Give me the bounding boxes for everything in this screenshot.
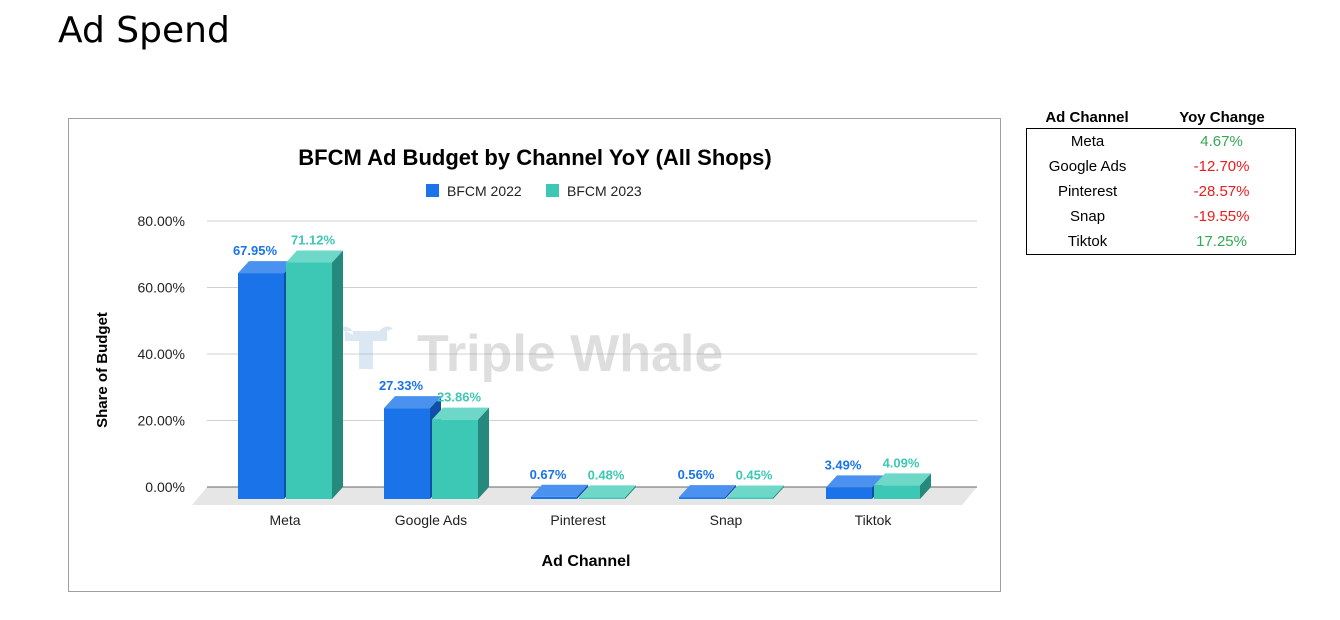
- data-label: 27.33%: [379, 378, 424, 393]
- bar-top: [727, 485, 784, 498]
- bar-snap-2023: [727, 485, 784, 499]
- bar-side: [725, 485, 736, 499]
- bar-top: [579, 485, 636, 498]
- watermark: Triple Whale: [339, 325, 723, 383]
- bars: 67.95% 71.12% 27.33% 23.86% 0.67% 0.48% 0.56% 0…: [233, 233, 931, 499]
- cell-yoy-change: 4.67%: [1200, 133, 1243, 150]
- cell-ad-channel: Snap: [1070, 208, 1106, 225]
- data-label: 0.48%: [588, 467, 625, 482]
- cell-yoy-change: 17.25%: [1196, 233, 1247, 250]
- legend-swatch-2022: [426, 184, 439, 197]
- x-tick-label: Tiktok: [855, 512, 893, 528]
- bar-top: [531, 484, 588, 497]
- table-body: Meta 4.67% Google Ads -12.70% Pinterest -28.5…: [1026, 128, 1296, 255]
- bar-snap-2022: [679, 485, 736, 499]
- data-label: 0.56%: [678, 467, 715, 482]
- yoy-change-table: Ad Channel Yoy Change Meta 4.67% Google Ad…: [1026, 106, 1296, 255]
- cell-ad-channel: Pinterest: [1057, 183, 1118, 200]
- y-tick-label: 80.00%: [138, 213, 185, 229]
- bar-front: [727, 497, 773, 499]
- cell-yoy-change: -12.70%: [1193, 158, 1250, 175]
- bar-side: [920, 473, 931, 499]
- x-tick-label: Google Ads: [395, 512, 467, 528]
- bar-top: [432, 407, 489, 420]
- bar-top: [384, 396, 441, 409]
- table-row: Pinterest -28.57%: [1027, 179, 1295, 204]
- table-row: Tiktok 17.25%: [1027, 229, 1295, 254]
- bar-front: [384, 408, 430, 499]
- bar-front: [432, 419, 478, 499]
- y-axis-label: Share of Budget: [94, 312, 111, 428]
- bar-side: [332, 250, 343, 499]
- y-tick-label: 20.00%: [138, 413, 185, 429]
- chart-title: BFCM Ad Budget by Channel YoY (All Shops…: [298, 145, 771, 170]
- bar-google-ads-2023: [432, 407, 489, 499]
- x-tick-labels: Meta Google Ads Pinterest Snap Tiktok: [269, 512, 892, 528]
- bar-side: [478, 407, 489, 499]
- header-yoy-change: Yoy Change: [1179, 108, 1265, 126]
- data-label: 71.12%: [291, 233, 336, 248]
- y-tick-label: 60.00%: [138, 280, 185, 296]
- bar-chart: BFCM Ad Budget by Channel YoY (All Shops…: [94, 145, 977, 570]
- cell-yoy-change: -28.57%: [1193, 183, 1250, 200]
- cell-yoy-change: -19.55%: [1193, 208, 1250, 225]
- bar-meta-2023: [286, 250, 343, 499]
- table-row: Google Ads -12.70%: [1027, 154, 1295, 179]
- x-axis-label: Ad Channel: [542, 553, 631, 570]
- bar-tiktok-2023: [874, 473, 931, 499]
- bar-front: [579, 497, 625, 499]
- bar-top: [238, 261, 295, 274]
- legend: BFCM 2022 BFCM 2023: [426, 183, 642, 199]
- watermark-text: Triple Whale: [417, 325, 723, 383]
- triple-whale-logo-icon: [339, 326, 393, 369]
- bar-front: [238, 273, 284, 499]
- bar-side: [625, 485, 636, 499]
- y-tick-labels: 0.00% 20.00% 40.00% 60.00% 80.00%: [138, 213, 185, 495]
- table-header: Ad Channel Yoy Change: [1026, 106, 1296, 128]
- bar-front: [286, 262, 332, 499]
- table-row: Snap -19.55%: [1027, 204, 1295, 229]
- cell-ad-channel: Meta: [1070, 133, 1105, 150]
- x-tick-label: Snap: [710, 512, 743, 528]
- cell-ad-channel: Tiktok: [1067, 233, 1108, 250]
- bar-pinterest-2023: [579, 485, 636, 499]
- data-label: 0.45%: [736, 468, 773, 483]
- data-label: 3.49%: [825, 457, 862, 472]
- y-tick-label: 0.00%: [145, 479, 185, 495]
- x-tick-label: Pinterest: [550, 512, 605, 528]
- data-label: 67.95%: [233, 243, 278, 258]
- bar-side: [773, 485, 784, 499]
- bar-top: [679, 485, 736, 498]
- legend-label-2023: BFCM 2023: [567, 183, 642, 199]
- x-tick-label: Meta: [269, 512, 300, 528]
- data-label: 23.86%: [437, 390, 482, 405]
- y-tick-label: 40.00%: [138, 346, 185, 362]
- bar-top: [874, 473, 931, 486]
- bar-top: [286, 250, 343, 263]
- bar-front: [531, 496, 577, 499]
- data-label: 4.09%: [883, 455, 920, 470]
- cell-ad-channel: Google Ads: [1048, 158, 1127, 175]
- bar-front: [874, 485, 920, 499]
- table-row: Meta 4.67%: [1027, 129, 1295, 154]
- bar-front: [679, 497, 725, 499]
- bar-pinterest-2022: [531, 484, 588, 499]
- legend-label-2022: BFCM 2022: [447, 183, 522, 199]
- data-label: 0.67%: [530, 467, 567, 482]
- bar-side: [577, 484, 588, 499]
- bar-front: [826, 487, 872, 499]
- bar-top: [826, 475, 883, 488]
- chart-frame: BFCM Ad Budget by Channel YoY (All Shops…: [68, 118, 1001, 592]
- page-title: Ad Spend: [58, 10, 230, 51]
- legend-swatch-2023: [546, 184, 559, 197]
- header-ad-channel: Ad Channel: [1045, 108, 1129, 126]
